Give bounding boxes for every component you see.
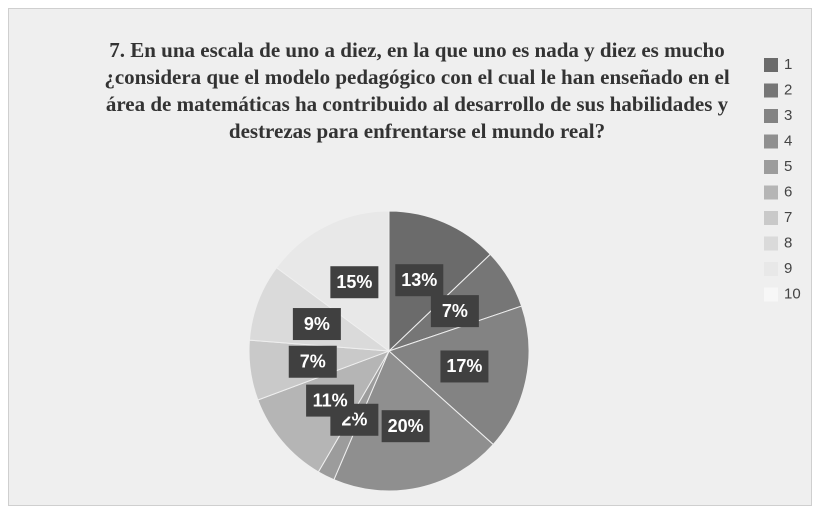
legend-swatch bbox=[764, 236, 778, 251]
legend-swatch bbox=[764, 109, 778, 123]
label-box bbox=[306, 384, 355, 417]
legend-swatch bbox=[764, 134, 778, 149]
data-label: 11% bbox=[313, 390, 348, 410]
legend-label: 3 bbox=[784, 107, 792, 124]
label-box bbox=[381, 410, 430, 443]
legend-swatch bbox=[764, 83, 778, 98]
label-box bbox=[395, 264, 444, 297]
chart-area: 13% 7% 17% 20% 2% 11% 7% 9% 15% 1 2 3 4 5 6 7 8 9 10 7. En… bbox=[8, 8, 812, 506]
legend-label: 6 bbox=[784, 183, 792, 200]
data-label: 15% bbox=[336, 272, 372, 292]
legend-swatch bbox=[764, 211, 778, 225]
legend-label: 5 bbox=[784, 158, 792, 175]
label-box bbox=[292, 308, 341, 341]
legend-label: 9 bbox=[784, 260, 792, 277]
label-box bbox=[430, 295, 479, 328]
data-label: 13% bbox=[401, 270, 437, 290]
legend-swatch bbox=[764, 185, 778, 200]
data-label: 7% bbox=[442, 301, 468, 321]
data-label: 7% bbox=[300, 351, 326, 371]
legend-label: 1 bbox=[784, 56, 792, 73]
legend-label: 8 bbox=[784, 234, 792, 251]
legend-label: 4 bbox=[784, 132, 792, 149]
legend-swatch bbox=[764, 287, 778, 302]
label-box bbox=[330, 266, 379, 299]
legend-label: 7 bbox=[784, 209, 792, 226]
legend-label: 2 bbox=[784, 81, 792, 98]
legend-swatch bbox=[764, 58, 778, 72]
data-label: 17% bbox=[446, 356, 482, 376]
data-label: 9% bbox=[304, 314, 330, 334]
data-label: 20% bbox=[388, 416, 424, 436]
legend-swatch bbox=[764, 160, 778, 174]
chart-title: 7. En una escala de uno a diez, en la qu… bbox=[104, 38, 730, 143]
legend-swatch bbox=[764, 262, 778, 276]
label-box bbox=[288, 345, 337, 378]
label-box bbox=[440, 350, 489, 383]
legend-label: 10 bbox=[784, 285, 801, 302]
